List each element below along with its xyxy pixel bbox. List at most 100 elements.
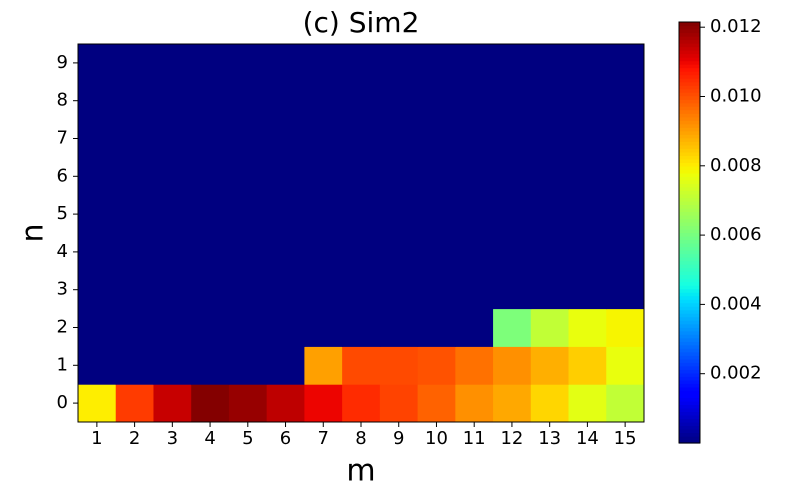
colorbar-gradient [679, 74, 700, 79]
y-tick-label: 8 [57, 90, 68, 111]
heatmap-cell [304, 384, 343, 423]
colorbar-gradient [679, 88, 700, 93]
colorbar-gradient [679, 257, 700, 262]
colorbar-gradient [679, 274, 700, 279]
colorbar-gradient [679, 64, 700, 69]
heatmap-cell [228, 81, 268, 121]
colorbar-gradient [679, 341, 700, 346]
colorbar-tick-label: 0.010 [710, 85, 762, 106]
heatmap-cell [530, 157, 570, 196]
x-tick-label: 11 [463, 428, 486, 449]
colorbar-gradient [679, 320, 700, 325]
x-tick-label: 1 [91, 428, 102, 449]
y-tick-label: 2 [57, 317, 68, 338]
colorbar-gradient [679, 22, 700, 27]
heatmap-cell [417, 119, 456, 158]
colorbar-gradient [679, 200, 700, 206]
colorbar-gradient [679, 204, 700, 209]
colorbar-gradient [679, 221, 700, 227]
heatmap-cell [153, 233, 192, 272]
heatmap-cell [342, 44, 381, 83]
heatmap-cell [191, 270, 230, 310]
colorbar-gradient [679, 425, 700, 430]
colorbar-gradient [679, 127, 700, 132]
heatmap-cell [417, 308, 456, 347]
colorbar-gradient [679, 183, 700, 188]
heatmap-cell [530, 233, 570, 272]
heatmap-cell [530, 119, 570, 158]
colorbar-gradient [679, 43, 700, 48]
heatmap-cell [606, 270, 645, 310]
heatmap-cell [493, 44, 532, 83]
heatmap-cell [228, 119, 268, 158]
heatmap-cell [606, 233, 645, 272]
heatmap-cell [153, 119, 192, 158]
heatmap-cell [304, 195, 343, 234]
colorbar-gradient [679, 421, 700, 427]
colorbar-gradient [679, 414, 700, 420]
colorbar-gradient [679, 348, 700, 353]
heatmap-cell [606, 157, 645, 196]
heatmap-cell [493, 384, 532, 423]
colorbar-gradient [679, 306, 700, 311]
colorbar-gradient [679, 71, 700, 76]
heatmap-cell [153, 346, 192, 385]
colorbar-gradient [679, 207, 700, 213]
colorbar-gradient [679, 288, 700, 293]
heatmap-cell [455, 81, 494, 121]
heatmap-cell [115, 81, 154, 121]
colorbar-gradient [679, 165, 700, 170]
colorbar-gradient [679, 85, 700, 90]
heatmap-cell [78, 308, 117, 347]
heatmap-cell [530, 308, 570, 347]
heatmap-cell [455, 384, 494, 423]
heatmap-cell [417, 384, 456, 423]
heatmap-cell [191, 119, 230, 158]
heatmap-cell [493, 157, 532, 196]
heatmap-cell [78, 233, 117, 272]
heatmap-cell [417, 270, 456, 310]
colorbar-gradient [679, 57, 700, 62]
heatmap-cell [191, 195, 230, 234]
colorbar-gradient [679, 386, 700, 391]
heatmap-cell [228, 157, 268, 196]
heatmap-cell [379, 44, 419, 83]
heatmap-cell [455, 308, 494, 347]
colorbar-gradient [679, 130, 700, 135]
y-tick-label: 3 [57, 279, 68, 300]
colorbar-gradient [679, 250, 700, 255]
heatmap-cell [304, 346, 343, 385]
heatmap-cell [304, 119, 343, 158]
heatmap-cell [115, 195, 154, 234]
heatmap-cell [191, 233, 230, 272]
x-tick-label: 10 [425, 428, 448, 449]
heatmap-cell [493, 195, 532, 234]
heatmap-cell [153, 157, 192, 196]
colorbar-gradient [679, 393, 700, 398]
y-tick-label: 4 [57, 241, 68, 262]
colorbar-gradient [679, 172, 700, 177]
y-axis-label: n [16, 223, 51, 242]
heatmap-cell [304, 81, 343, 121]
x-tick-label: 8 [355, 428, 366, 449]
heatmap-cell [568, 384, 607, 423]
heatmap-cell [379, 157, 419, 196]
colorbar-tick-label: 0.012 [710, 16, 762, 37]
heatmap-cell [342, 384, 381, 423]
y-tick-label: 0 [57, 392, 68, 413]
heatmap-cell [228, 308, 268, 347]
heatmap-cell [78, 157, 117, 196]
colorbar-gradient [679, 144, 700, 149]
heatmap-cell [417, 157, 456, 196]
colorbar-gradient [679, 264, 700, 269]
colorbar-gradient [679, 211, 700, 216]
colorbar-gradient [679, 169, 700, 174]
heatmap-cell [78, 270, 117, 310]
heatmap-cell [266, 346, 305, 385]
heatmap-cell [606, 308, 645, 347]
colorbar-gradient [679, 116, 700, 121]
x-tick-label: 6 [280, 428, 291, 449]
heatmap-cell [342, 195, 381, 234]
heatmap-cell [228, 270, 268, 310]
heatmap-cell [266, 270, 305, 310]
